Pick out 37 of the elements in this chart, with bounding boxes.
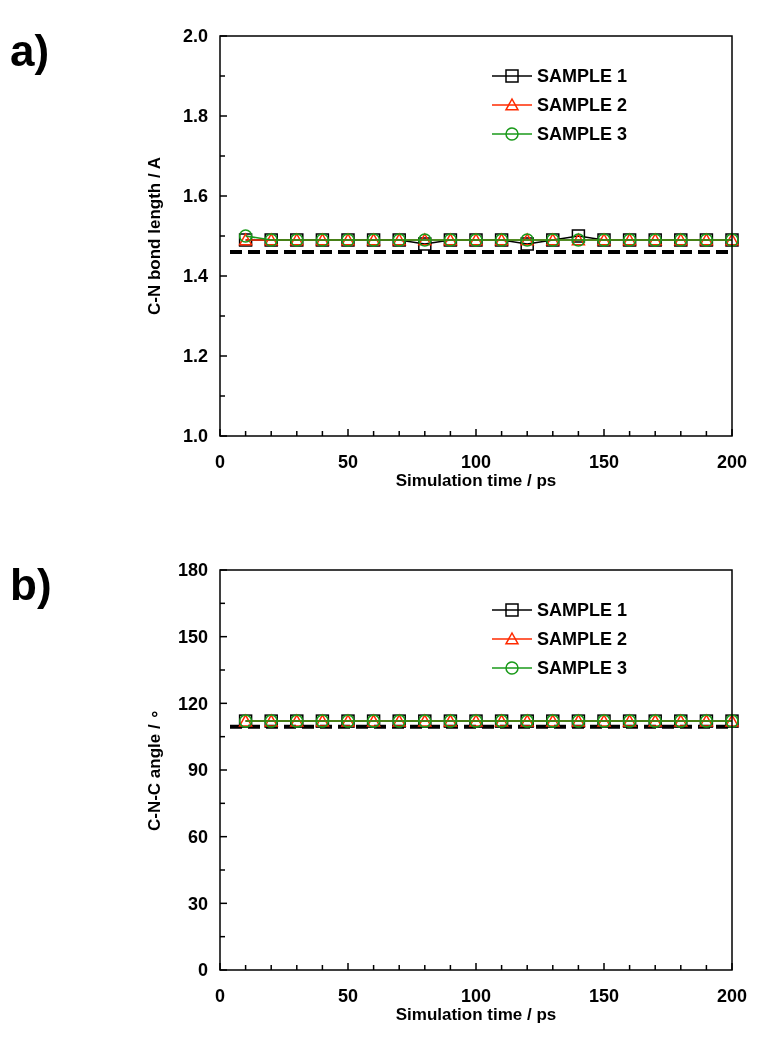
y-tick-label: 90 [187, 760, 208, 781]
point [418, 237, 432, 251]
x-axis-title: Simulation time / ps [395, 471, 557, 490]
y-tick-label: 2.0 [182, 26, 208, 47]
y-tick-label: 1.4 [182, 266, 208, 287]
x-tick-label: 50 [337, 452, 359, 472]
point [520, 237, 534, 251]
y-tick-label: 0 [197, 960, 208, 981]
y-tick-label: 150 [177, 626, 208, 647]
legend-label: SAMPLE 3 [537, 658, 628, 679]
y-tick-label: 1.2 [182, 346, 208, 367]
y-tick-label: 30 [187, 893, 208, 914]
y-tick-label: 180 [177, 560, 208, 581]
x-tick-label: 150 [588, 452, 620, 472]
chart-title: b) [10, 560, 52, 609]
legend-label: SAMPLE 1 [537, 66, 628, 87]
x-tick-label: 0 [214, 986, 226, 1006]
x-tick-label: 0 [214, 452, 226, 472]
x-tick-label: 200 [716, 452, 748, 472]
x-tick-label: 200 [716, 986, 748, 1006]
y-axis-title: C-N bond length / A [145, 156, 164, 316]
chart-title: a) [10, 26, 50, 75]
x-tick-label: 100 [460, 452, 492, 472]
legend-label: SAMPLE 2 [537, 629, 628, 650]
y-axis-title: C-N-C angle / ∘ [145, 708, 164, 832]
x-tick-label: 100 [460, 986, 492, 1006]
y-tick-label: 1.6 [182, 186, 208, 207]
x-axis-title: Simulation time / ps [395, 1005, 557, 1024]
legend-label: SAMPLE 1 [537, 600, 628, 621]
y-tick-label: 1.8 [182, 106, 208, 127]
y-tick-label: 120 [177, 693, 208, 714]
legend-label: SAMPLE 2 [537, 95, 628, 116]
x-tick-label: 150 [588, 986, 620, 1006]
y-tick-label: 60 [187, 826, 208, 847]
y-tick-label: 1.0 [182, 426, 208, 447]
legend-label: SAMPLE 3 [537, 124, 628, 145]
x-tick-label: 50 [337, 986, 359, 1006]
